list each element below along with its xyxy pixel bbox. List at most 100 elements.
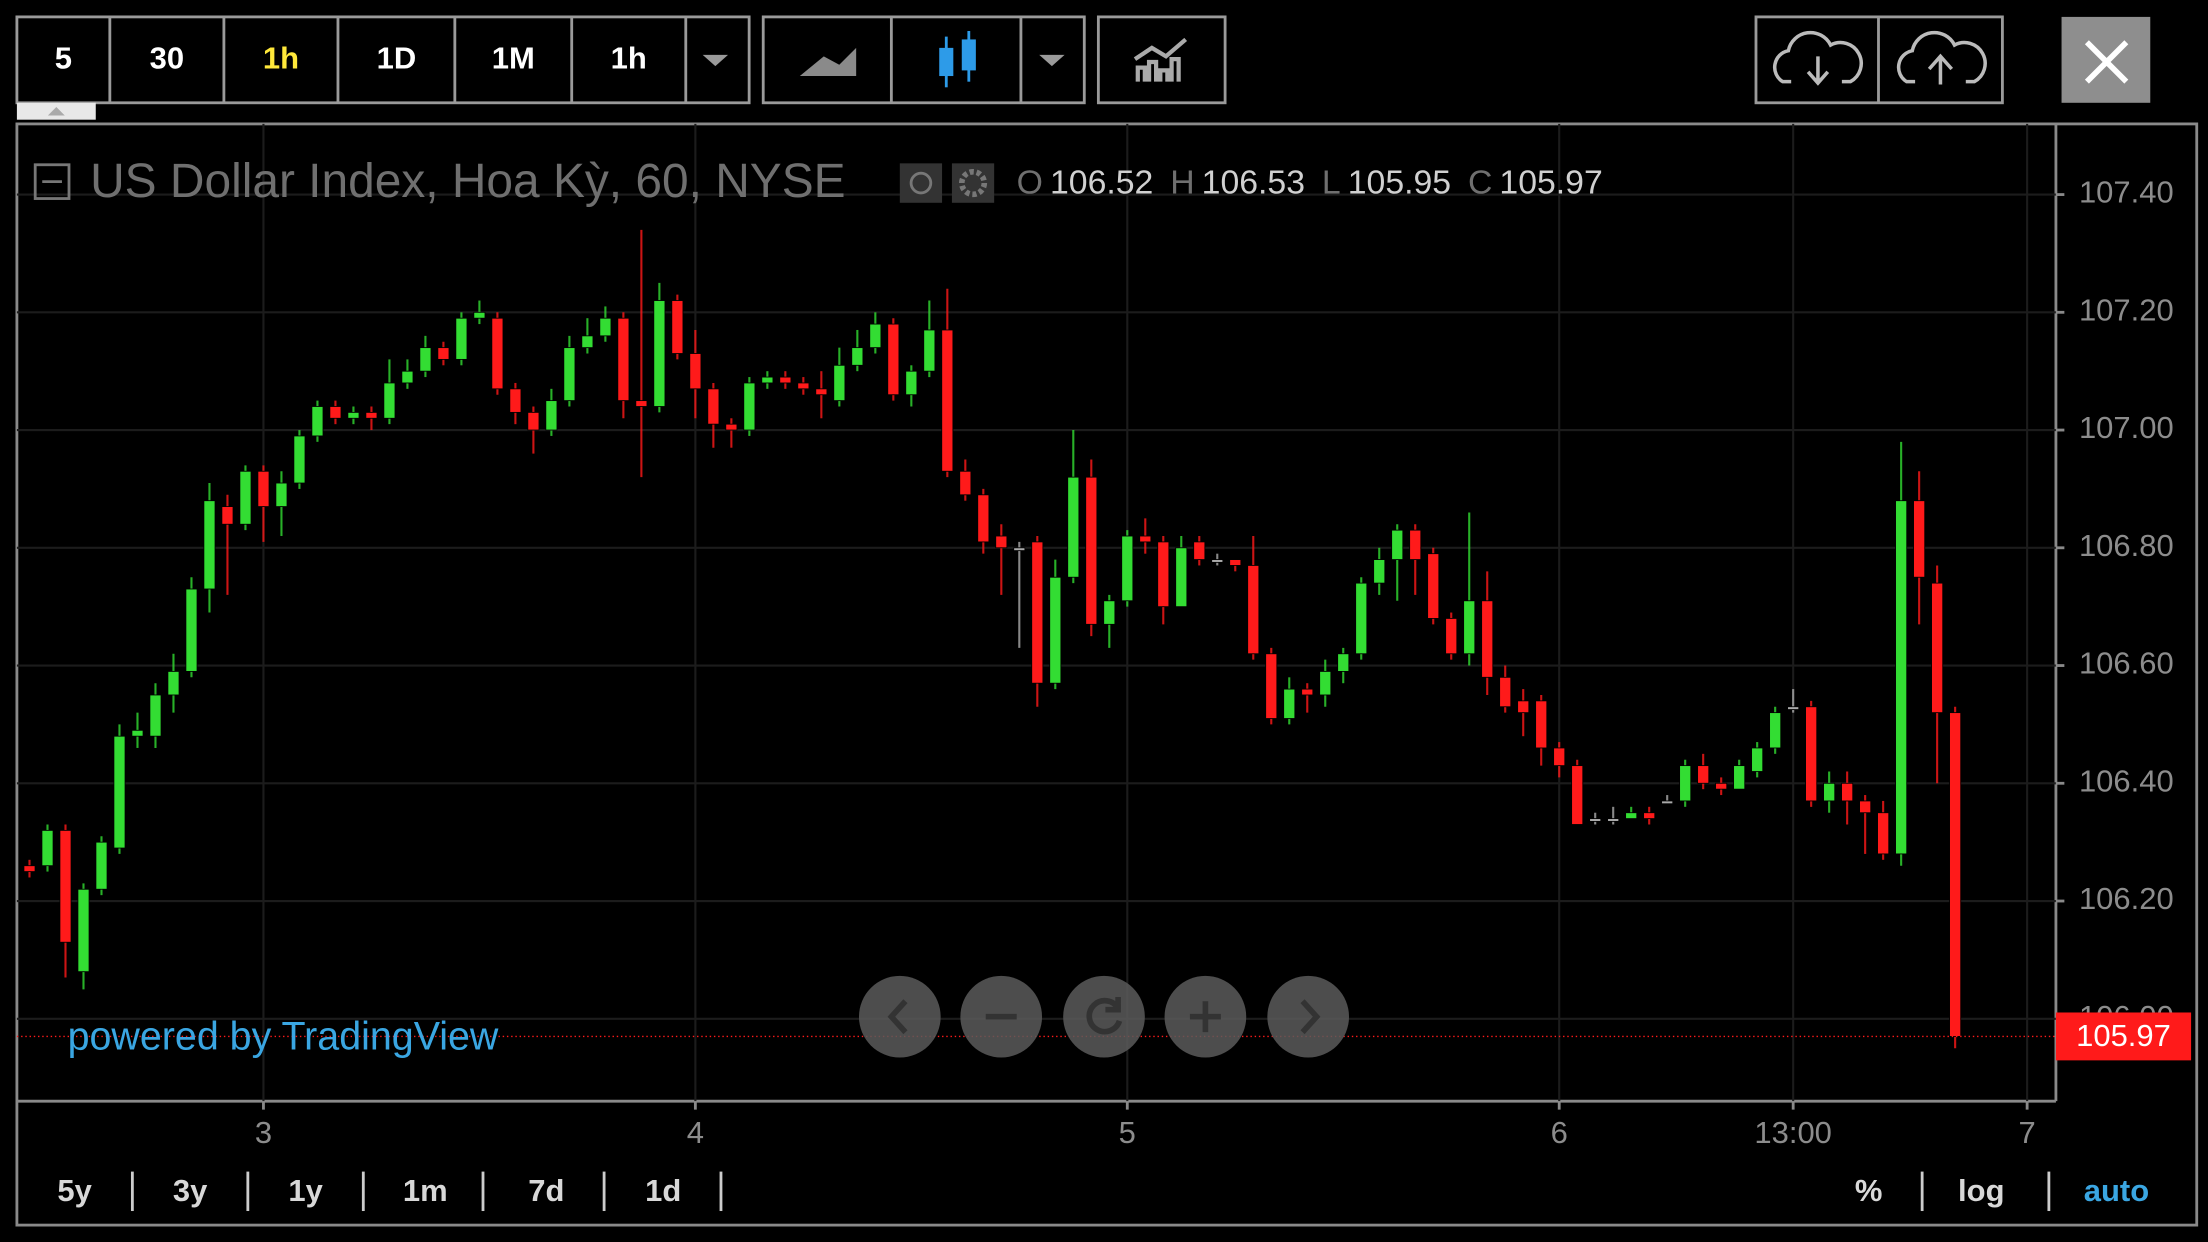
candle-body bbox=[1823, 782, 1836, 802]
candle-chart-icon[interactable] bbox=[939, 30, 976, 88]
candle-body bbox=[473, 311, 486, 319]
candle-body bbox=[1859, 800, 1872, 814]
candle-body bbox=[671, 300, 684, 354]
candle-body bbox=[1535, 700, 1548, 749]
candle-body bbox=[1697, 765, 1710, 784]
candle-body bbox=[509, 388, 522, 413]
candle-body bbox=[1157, 541, 1170, 608]
candle-body bbox=[545, 400, 558, 431]
eye-shape bbox=[909, 171, 933, 195]
y-tick-label: 107.40 bbox=[2079, 175, 2174, 210]
collapse-legend-icon[interactable] bbox=[33, 163, 71, 200]
candle-body bbox=[635, 400, 648, 407]
candle-body bbox=[779, 376, 792, 384]
reset-icon bbox=[1086, 996, 1123, 1035]
candle-body bbox=[401, 370, 414, 384]
candle-body bbox=[995, 535, 1008, 549]
visibility-icon[interactable] bbox=[899, 163, 943, 203]
interval-button[interactable]: 1h bbox=[263, 41, 299, 76]
candle-body bbox=[329, 406, 342, 419]
candle-body bbox=[41, 829, 54, 867]
range-button[interactable]: 3y bbox=[173, 1173, 208, 1208]
candle-body bbox=[1679, 765, 1692, 802]
candle-body bbox=[275, 482, 288, 508]
indicators-icon bbox=[1133, 37, 1188, 82]
plus-icon bbox=[1189, 1001, 1221, 1033]
candle-body bbox=[1013, 547, 1026, 552]
candle-body bbox=[221, 506, 234, 525]
scroll-right-button[interactable] bbox=[1267, 975, 1350, 1058]
ohlc-value: 106.53 bbox=[1202, 163, 1305, 201]
scale-option[interactable]: auto bbox=[2084, 1173, 2149, 1208]
ohlc-value: 105.97 bbox=[1499, 163, 1602, 201]
candle-body bbox=[1625, 812, 1638, 820]
cloud-upload-icon[interactable] bbox=[1896, 30, 1987, 85]
candle-body bbox=[1283, 688, 1296, 719]
candle-body bbox=[167, 670, 180, 696]
arrow-left bbox=[887, 999, 908, 1035]
range-button[interactable]: 1d bbox=[645, 1173, 681, 1208]
y-tick-label: 107.00 bbox=[2079, 410, 2174, 445]
range-button[interactable]: 1y bbox=[288, 1173, 323, 1208]
interval-group bbox=[15, 15, 751, 105]
candle-body bbox=[1445, 618, 1458, 655]
icon-body bbox=[939, 47, 954, 77]
candle-body bbox=[455, 317, 468, 360]
candle-body bbox=[977, 494, 990, 543]
ohlc-key: O bbox=[1017, 163, 1043, 201]
indicators-button[interactable] bbox=[1096, 15, 1227, 105]
last-price-label: 105.97 bbox=[2076, 1018, 2171, 1053]
candle-body bbox=[527, 411, 540, 431]
candle-body bbox=[365, 411, 378, 419]
interval-button[interactable]: 1D bbox=[377, 41, 417, 76]
candle-body bbox=[581, 335, 594, 349]
reset-button[interactable] bbox=[1063, 975, 1145, 1058]
interval-button[interactable]: 30 bbox=[150, 41, 184, 76]
candle-body bbox=[185, 588, 198, 672]
candle-body bbox=[1319, 670, 1332, 696]
ohlc-value: 105.95 bbox=[1348, 163, 1451, 201]
range-button[interactable]: 1m bbox=[403, 1173, 448, 1208]
dropdown-arrow[interactable] bbox=[702, 54, 729, 67]
gear-shape bbox=[958, 168, 988, 198]
candle-body bbox=[1751, 747, 1764, 772]
dropdown-arrow[interactable] bbox=[1039, 54, 1065, 67]
scale-option[interactable]: log bbox=[1958, 1173, 2004, 1208]
candle-body bbox=[1805, 706, 1818, 802]
candle-body bbox=[959, 470, 972, 496]
candle-body bbox=[1715, 782, 1728, 790]
interval-button[interactable]: 1h bbox=[611, 41, 647, 76]
candle-body bbox=[833, 364, 846, 402]
y-tick-label: 107.20 bbox=[2079, 292, 2174, 327]
area-chart-icon[interactable] bbox=[799, 47, 857, 77]
scroll-left-button[interactable] bbox=[858, 975, 941, 1058]
ohlc-value: 106.52 bbox=[1050, 163, 1153, 201]
navigation-buttons bbox=[858, 975, 1350, 1058]
candle-body bbox=[1895, 500, 1908, 855]
candle-body bbox=[1301, 688, 1314, 696]
candle-body bbox=[653, 300, 666, 407]
candle-body bbox=[23, 865, 36, 873]
x-tick-label: 13:00 bbox=[1754, 1115, 1832, 1150]
candle-body bbox=[1931, 582, 1944, 714]
interval-button[interactable]: 5 bbox=[55, 41, 72, 76]
range-button[interactable]: 7d bbox=[528, 1173, 564, 1208]
frame bbox=[15, 122, 2199, 1227]
scale-option[interactable]: % bbox=[1855, 1173, 1883, 1208]
y-tick-label: 106.40 bbox=[2079, 763, 2174, 798]
interval-button[interactable]: 1M bbox=[492, 41, 535, 76]
legend: US Dollar Index, Hoa Kỳ, 60, NYSE bbox=[33, 155, 995, 208]
candle-body bbox=[1409, 529, 1422, 560]
candle-body bbox=[1463, 600, 1476, 655]
cloud-download-icon[interactable] bbox=[1772, 30, 1864, 86]
close-icon bbox=[2084, 40, 2129, 84]
candle-body bbox=[1067, 476, 1080, 578]
candle-body bbox=[1913, 500, 1926, 578]
candle-body bbox=[1121, 535, 1134, 602]
candle-body bbox=[419, 347, 432, 372]
range-button[interactable]: 5y bbox=[57, 1173, 92, 1208]
x-tick-label: 6 bbox=[1551, 1115, 1568, 1150]
candle-body bbox=[1391, 529, 1404, 560]
candle-body bbox=[1337, 653, 1350, 672]
